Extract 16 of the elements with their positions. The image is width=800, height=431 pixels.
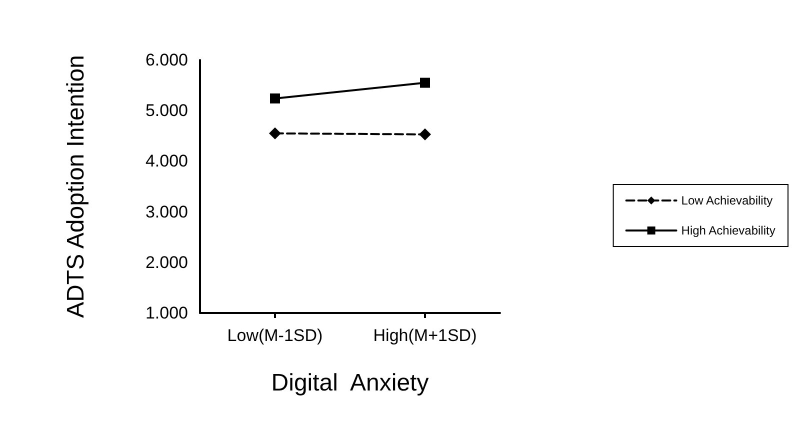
legend-label: Low Achievability — [681, 194, 773, 208]
x-axis-title: Digital Anxiety — [271, 370, 429, 396]
y-tick-label: 1.000 — [145, 304, 188, 322]
legend-label: High Achievability — [681, 224, 776, 238]
y-tick-label: 5.000 — [145, 101, 188, 120]
x-tick-label: Low(M-1SD) — [227, 326, 323, 345]
y-axis-title: ADTS Adoption Intention — [62, 55, 90, 318]
point — [420, 78, 430, 88]
point — [269, 127, 281, 140]
y-tick-label: 2.000 — [145, 252, 188, 272]
x-tick-label: High(M+1SD) — [373, 326, 477, 345]
point — [419, 128, 431, 140]
y-tick-label: 6.000 — [145, 50, 188, 70]
point — [270, 93, 280, 104]
y-tick-label: 4.000 — [145, 152, 188, 171]
y-tick-label: 3.000 — [145, 202, 188, 222]
